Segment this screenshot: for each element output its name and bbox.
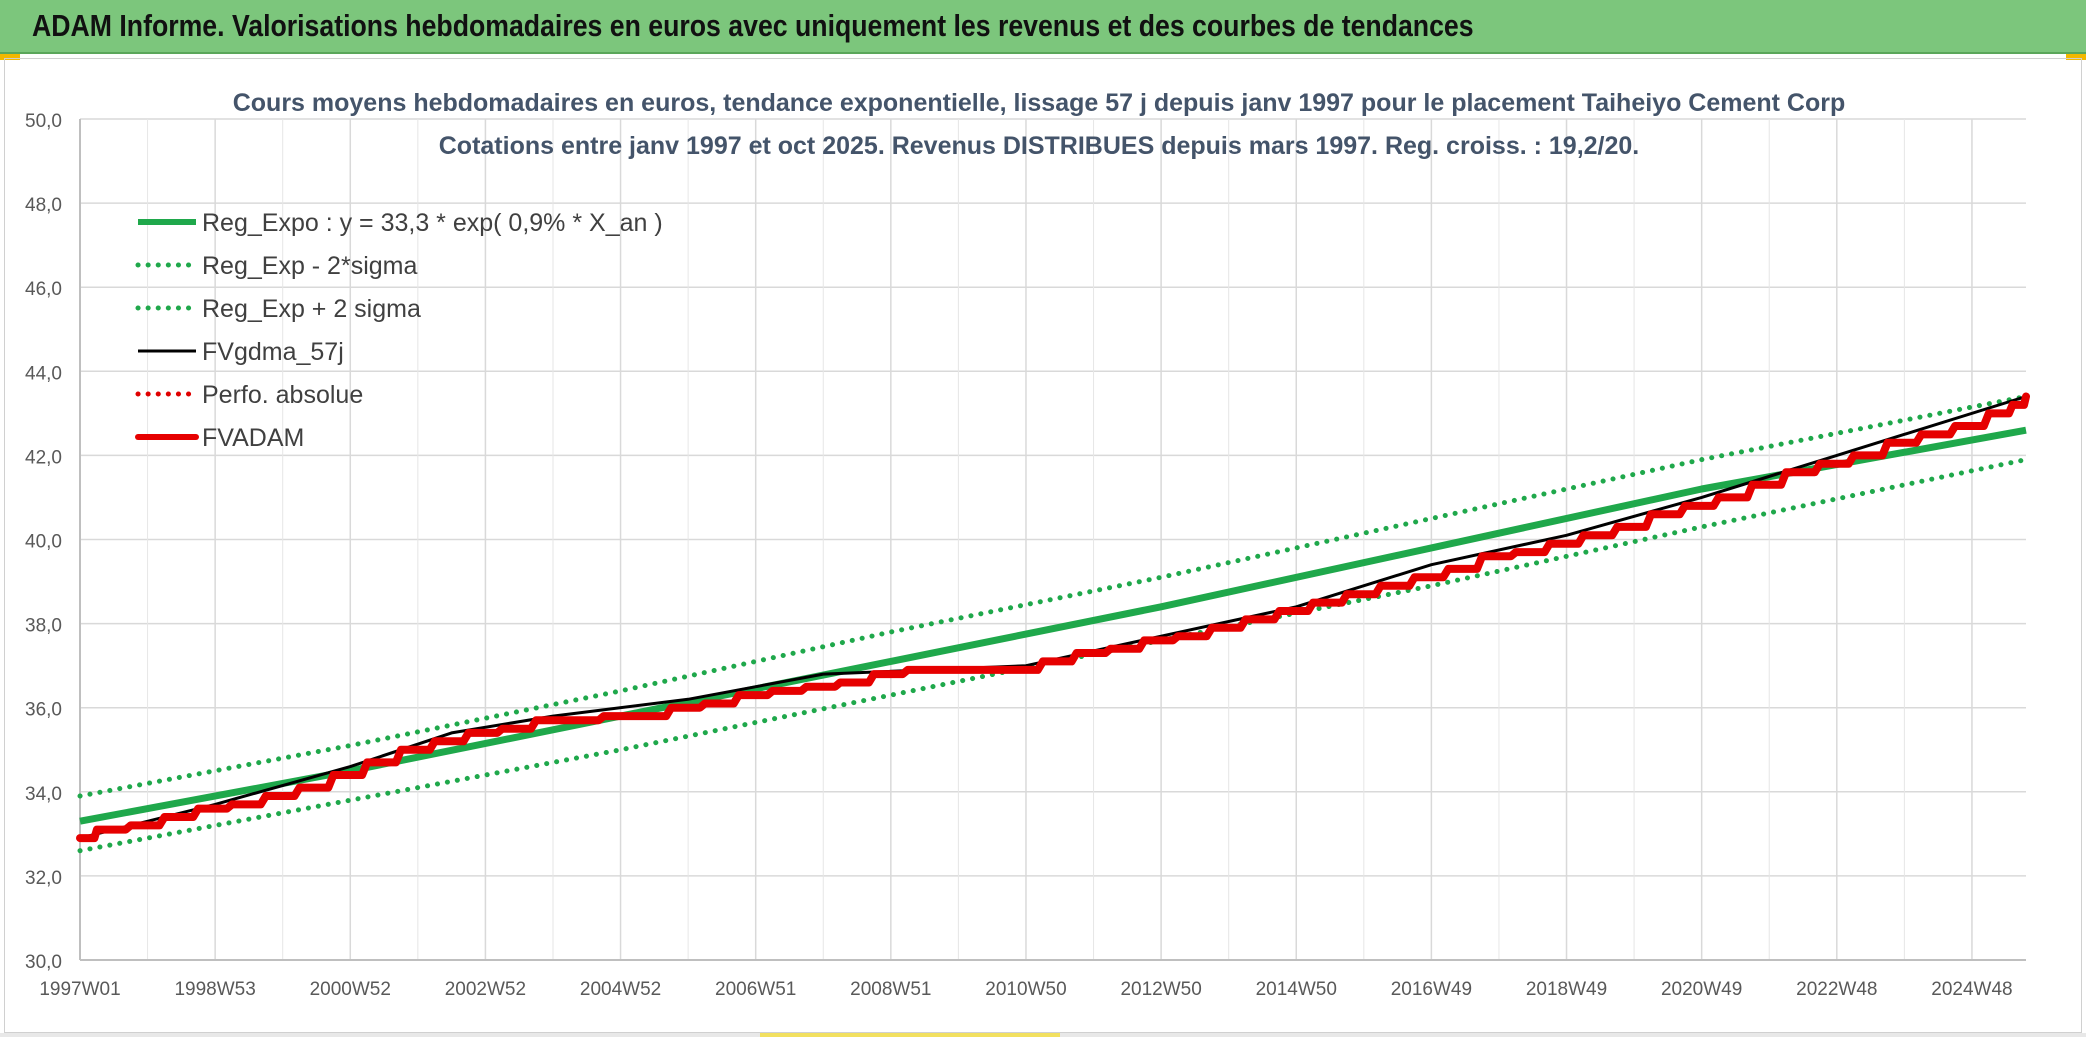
- chart-title: Cours moyens hebdomadaires en euros, ten…: [233, 89, 1846, 117]
- x-tick-label: 2002W52: [445, 979, 526, 1000]
- y-tick-label: 44,0: [25, 363, 62, 384]
- y-tick-label: 50,0: [25, 111, 62, 132]
- x-tick-label: 2014W50: [1256, 979, 1337, 1000]
- legend: Reg_Expo : y = 33,3 * exp( 0,9% * X_an )…: [135, 209, 663, 452]
- axis-labels: 30,0 32,0 34,0 36,0 38,0 40,0 42,0 44,0 46,0 48,0…: [25, 111, 2013, 1000]
- y-tick-label: 32,0: [25, 868, 62, 889]
- x-tick-label: 2018W49: [1526, 979, 1607, 1000]
- x-tick-label: 2006W51: [715, 979, 796, 1000]
- legend-label: FVADAM: [202, 424, 304, 452]
- y-tick-label: 30,0: [25, 952, 62, 973]
- y-tick-label: 38,0: [25, 616, 62, 637]
- series-line-2: [77, 394, 2029, 799]
- legend-label: Reg_Exp - 2*sigma: [202, 252, 417, 280]
- x-tick-label: 2016W49: [1391, 979, 1472, 1000]
- legend-label: Reg_Expo : y = 33,3 * exp( 0,9% * X_an ): [202, 209, 663, 237]
- y-tick-label: 48,0: [25, 195, 62, 216]
- report-title: ADAM Informe. Valorisations hebdomadaire…: [32, 8, 1474, 43]
- corner-accent-right: [2066, 54, 2086, 60]
- series-line-1: [77, 457, 2029, 854]
- series-line-5: [76, 392, 2030, 843]
- y-tick-label: 34,0: [25, 784, 62, 805]
- y-tick-label: 42,0: [25, 447, 62, 468]
- x-tick-label: 2008W51: [850, 979, 931, 1000]
- x-tick-label: 1998W53: [174, 979, 255, 1000]
- x-tick-label: 2012W50: [1120, 979, 1201, 1000]
- x-tick-label: 1997W01: [39, 979, 120, 1000]
- corner-accent-left: [0, 54, 20, 60]
- bottom-accent: [760, 1033, 1060, 1037]
- y-tick-label: 36,0: [25, 700, 62, 721]
- series-line-3: [79, 395, 2027, 840]
- y-tick-label: 46,0: [25, 279, 62, 300]
- x-tick-label: 2024W48: [1931, 979, 2012, 1000]
- series-layer: [76, 392, 2030, 854]
- legend-label: Reg_Exp + 2 sigma: [202, 295, 421, 323]
- x-tick-label: 2022W48: [1796, 979, 1877, 1000]
- chart-subtitle: Cotations entre janv 1997 et oct 2025. R…: [439, 132, 1640, 160]
- x-tick-label: 2010W50: [985, 979, 1066, 1000]
- gridlines: [79, 118, 2026, 961]
- report-banner: ADAM Informe. Valorisations hebdomadaire…: [0, 0, 2086, 54]
- chart-frame: [4, 58, 2082, 1033]
- y-tick-label: 40,0: [25, 532, 62, 553]
- legend-label: FVgdma_57j: [202, 338, 344, 366]
- legend-label: Perfo. absolue: [202, 381, 363, 409]
- x-tick-label: 2004W52: [580, 979, 661, 1000]
- x-tick-label: 2000W52: [310, 979, 391, 1000]
- x-tick-label: 2020W49: [1661, 979, 1742, 1000]
